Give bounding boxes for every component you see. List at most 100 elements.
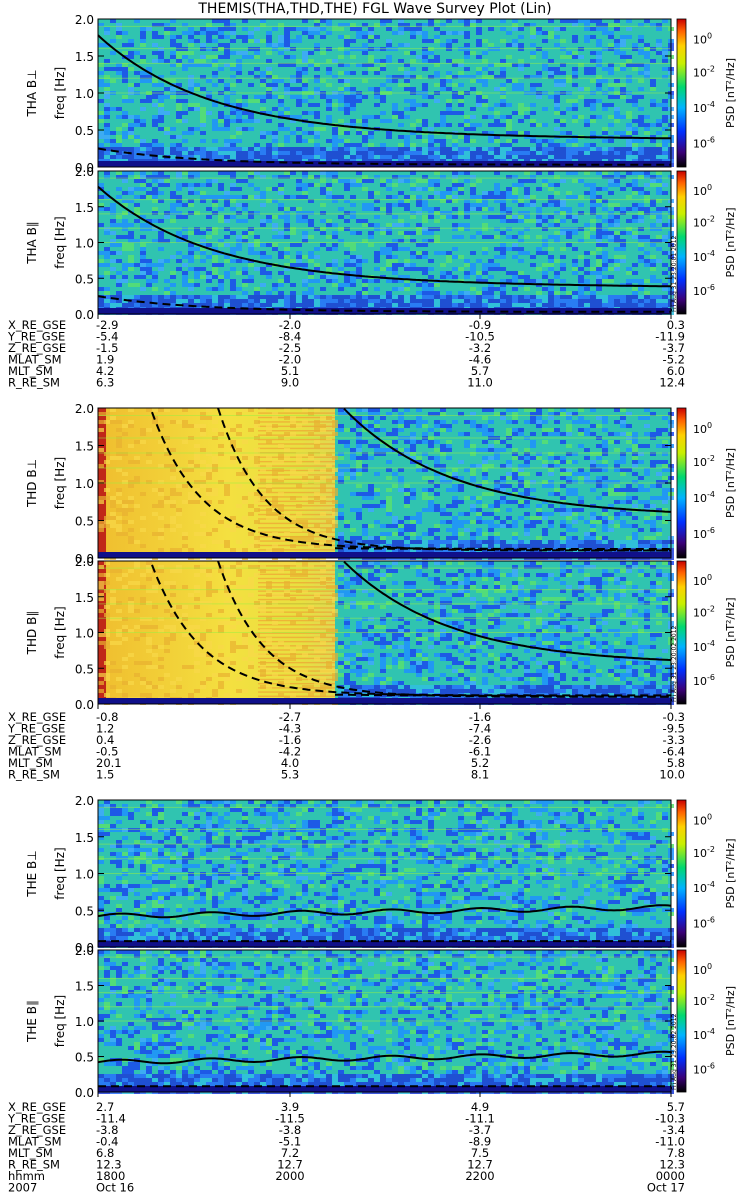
heatmap-cell bbox=[392, 183, 398, 187]
heatmap-cell bbox=[248, 275, 254, 279]
heatmap-cell bbox=[536, 251, 542, 255]
heatmap-cell bbox=[638, 175, 644, 179]
heatmap-cell bbox=[584, 295, 590, 299]
heatmap-cell bbox=[422, 59, 428, 63]
heatmap-cell bbox=[482, 215, 488, 219]
heatmap-cell bbox=[476, 39, 482, 43]
heatmap-cell bbox=[206, 207, 212, 211]
heatmap-cell bbox=[266, 255, 272, 259]
heatmap-cell bbox=[122, 472, 128, 476]
heatmap-cell bbox=[188, 496, 194, 500]
heatmap-cell bbox=[122, 512, 128, 516]
heatmap-cell bbox=[122, 275, 128, 279]
heatmap-cell bbox=[428, 440, 434, 444]
heatmap-cell bbox=[194, 171, 200, 175]
heatmap-cell bbox=[422, 147, 428, 151]
heatmap-cell bbox=[200, 183, 206, 187]
heatmap-cell bbox=[524, 532, 530, 536]
heatmap-cell bbox=[254, 456, 260, 460]
heatmap-cell bbox=[188, 500, 194, 504]
heatmap-cell bbox=[338, 464, 344, 468]
heatmap-cell bbox=[506, 195, 512, 199]
heatmap-cell bbox=[104, 496, 110, 500]
heatmap-cell bbox=[398, 23, 404, 27]
heatmap-cell bbox=[464, 31, 470, 35]
heatmap-cell bbox=[254, 299, 260, 303]
heatmap-cell bbox=[524, 504, 530, 508]
heatmap-cell bbox=[428, 231, 434, 235]
heatmap-cell bbox=[482, 223, 488, 227]
heatmap-cell bbox=[464, 512, 470, 516]
heatmap-cell bbox=[224, 199, 230, 203]
heatmap-cell bbox=[494, 544, 500, 548]
heatmap-cell bbox=[158, 115, 164, 119]
heatmap-cell bbox=[386, 119, 392, 123]
heatmap-cell bbox=[518, 456, 524, 460]
heatmap-cell bbox=[236, 59, 242, 63]
heatmap-cell bbox=[626, 139, 632, 143]
heatmap-cell bbox=[290, 420, 296, 424]
heatmap-cell bbox=[302, 219, 308, 223]
heatmap-cell bbox=[494, 151, 500, 155]
heatmap-cell bbox=[176, 115, 182, 119]
heatmap-cell bbox=[290, 528, 296, 532]
heatmap-cell bbox=[284, 87, 290, 91]
heatmap-cell bbox=[464, 135, 470, 139]
heatmap-cell bbox=[176, 195, 182, 199]
heatmap-cell bbox=[530, 87, 536, 91]
heatmap-cell bbox=[644, 71, 650, 75]
heatmap-cell bbox=[212, 39, 218, 43]
heatmap-cell bbox=[392, 147, 398, 151]
heatmap-cell bbox=[506, 408, 512, 412]
heatmap-cell bbox=[596, 263, 602, 267]
heatmap-cell bbox=[224, 492, 230, 496]
heatmap-cell bbox=[404, 107, 410, 111]
heatmap-cell bbox=[566, 432, 572, 436]
heatmap-cell bbox=[302, 452, 308, 456]
heatmap-cell bbox=[158, 127, 164, 131]
heatmap-cell bbox=[560, 540, 566, 544]
heatmap-cell bbox=[296, 59, 302, 63]
heatmap-cell bbox=[410, 215, 416, 219]
heatmap-cell bbox=[536, 295, 542, 299]
heatmap-cell bbox=[662, 127, 668, 131]
heatmap-cell bbox=[602, 151, 608, 155]
heatmap-cell bbox=[458, 512, 464, 516]
heatmap-cell bbox=[320, 452, 326, 456]
heatmap-cell bbox=[110, 408, 116, 412]
heatmap-cell bbox=[578, 203, 584, 207]
heatmap-cell bbox=[614, 299, 620, 303]
heatmap-cell bbox=[320, 203, 326, 207]
heatmap-cell bbox=[644, 211, 650, 215]
heatmap-cell bbox=[350, 279, 356, 283]
heatmap-cell bbox=[404, 71, 410, 75]
heatmap-cell bbox=[512, 420, 518, 424]
heatmap-cell bbox=[110, 67, 116, 71]
heatmap-cell bbox=[200, 199, 206, 203]
heatmap-cell bbox=[482, 271, 488, 275]
heatmap-cell bbox=[530, 75, 536, 79]
heatmap-cell bbox=[260, 135, 266, 139]
heatmap-stripe bbox=[258, 434, 335, 436]
heatmap-cell bbox=[644, 43, 650, 47]
heatmap-cell bbox=[272, 199, 278, 203]
heatmap-cell bbox=[206, 183, 212, 187]
heatmap-cell bbox=[296, 512, 302, 516]
heatmap-cell bbox=[404, 452, 410, 456]
heatmap-cell bbox=[392, 151, 398, 155]
heatmap-cell bbox=[434, 432, 440, 436]
heatmap-cell bbox=[368, 63, 374, 67]
heatmap-cell bbox=[182, 275, 188, 279]
heatmap-cell bbox=[470, 468, 476, 472]
heatmap-cell bbox=[464, 528, 470, 532]
heatmap-cell bbox=[290, 39, 296, 43]
heatmap-cell bbox=[212, 251, 218, 255]
heatmap-cell bbox=[434, 524, 440, 528]
heatmap-cell bbox=[542, 432, 548, 436]
heatmap-cell bbox=[404, 424, 410, 428]
heatmap-cell bbox=[182, 55, 188, 59]
heatmap-cell bbox=[410, 516, 416, 520]
heatmap-cell bbox=[242, 303, 248, 307]
heatmap-cell bbox=[338, 480, 344, 484]
heatmap-cell bbox=[296, 460, 302, 464]
